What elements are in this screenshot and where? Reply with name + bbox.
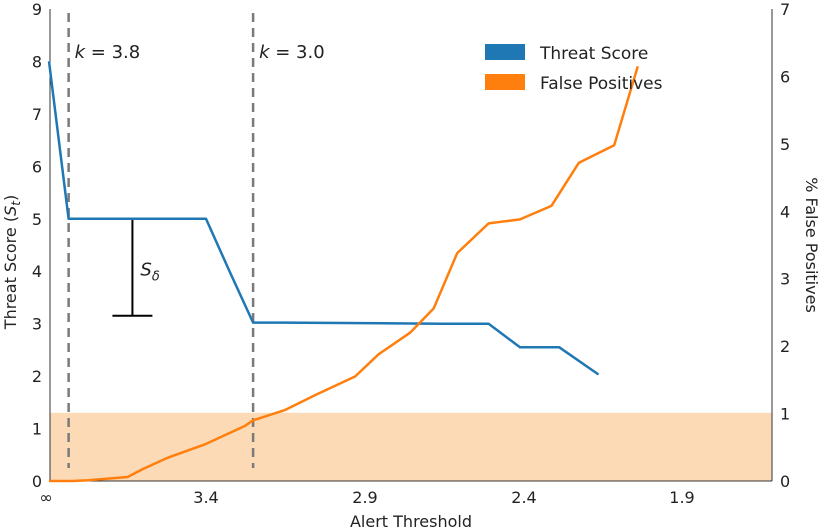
threat-score-line: [47, 61, 600, 376]
y-right-tick-label: 5: [780, 135, 790, 154]
y-right-tick-label: 7: [780, 0, 790, 19]
legend: Threat Score False Positives: [485, 44, 663, 94]
ticks-layer: 0 1 2 3 4 5 6 7 8 9 0 1 2 3 4 5 6 7 ∞ 3.4 2.9 2.4 1.9: [32, 0, 790, 507]
shaded-band: [50, 412, 772, 481]
y-left-axis-title: Threat Score (St): [1, 195, 23, 330]
x-tick-label: 1.9: [669, 488, 694, 507]
y-left-tick-label: 2: [32, 367, 42, 386]
y-right-tick-label: 3: [780, 270, 790, 289]
y-left-tick-label: 1: [32, 420, 42, 439]
y-left-tick-label: 9: [32, 0, 42, 19]
y-right-tick-label: 0: [780, 472, 790, 491]
y-left-tick-label: 0: [32, 472, 42, 491]
y-right-tick-label: 4: [780, 202, 790, 221]
y-left-tick-label: 6: [32, 157, 42, 176]
false-positives-line: [49, 65, 639, 483]
y-left-tick-label: 4: [32, 262, 42, 281]
y-left-tick-label: 3: [32, 315, 42, 334]
shaded-band-layer: [50, 412, 772, 481]
y-right-axis-title: % False Positives: [802, 177, 820, 313]
error-bar-label: Sδ: [140, 259, 159, 284]
x-tick-label: 2.9: [352, 488, 377, 507]
x-tick-label: 2.4: [511, 488, 536, 507]
error-bar-layer: Sδ: [112, 217, 160, 317]
series-layer: [47, 61, 639, 483]
axes-layer: [49, 9, 773, 482]
legend-label-fp: False Positives: [540, 74, 663, 94]
x-tick-label: ∞: [39, 488, 52, 507]
y-right-tick-label: 6: [780, 67, 790, 86]
threshold-label: k = 3.0: [259, 42, 325, 63]
y-left-tick-label: 7: [32, 105, 42, 124]
x-axis-title: Alert Threshold: [350, 512, 472, 530]
legend-swatch-threat: [485, 44, 525, 60]
x-tick-label: 3.4: [193, 488, 218, 507]
y-left-tick-label: 5: [32, 210, 42, 229]
y-right-tick-label: 2: [780, 337, 790, 356]
vlines-layer: k = 3.8 k = 3.0: [67, 13, 325, 468]
threshold-label: k = 3.8: [75, 42, 141, 63]
y-left-tick-label: 8: [32, 52, 42, 71]
y-right-tick-label: 1: [780, 405, 790, 424]
legend-label-threat: Threat Score: [539, 44, 648, 64]
legend-swatch-fp: [485, 74, 525, 90]
